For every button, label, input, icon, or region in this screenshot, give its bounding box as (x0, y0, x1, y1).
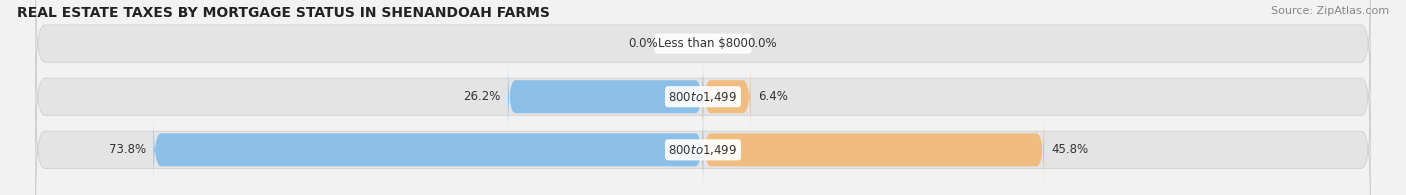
Text: 0.0%: 0.0% (748, 37, 778, 50)
Text: 6.4%: 6.4% (758, 90, 787, 103)
Text: REAL ESTATE TAXES BY MORTGAGE STATUS IN SHENANDOAH FARMS: REAL ESTATE TAXES BY MORTGAGE STATUS IN … (17, 6, 550, 20)
Text: 0.0%: 0.0% (628, 37, 658, 50)
Text: Less than $800: Less than $800 (658, 37, 748, 50)
Text: Source: ZipAtlas.com: Source: ZipAtlas.com (1271, 6, 1389, 16)
FancyBboxPatch shape (703, 113, 1045, 186)
Text: 73.8%: 73.8% (108, 143, 146, 156)
Text: 45.8%: 45.8% (1052, 143, 1088, 156)
Text: $800 to $1,499: $800 to $1,499 (668, 143, 738, 157)
FancyBboxPatch shape (703, 60, 751, 133)
FancyBboxPatch shape (153, 113, 703, 186)
FancyBboxPatch shape (35, 51, 1371, 142)
FancyBboxPatch shape (35, 105, 1371, 195)
FancyBboxPatch shape (35, 0, 1371, 89)
Text: 26.2%: 26.2% (463, 90, 501, 103)
Text: $800 to $1,499: $800 to $1,499 (668, 90, 738, 104)
FancyBboxPatch shape (508, 60, 703, 133)
